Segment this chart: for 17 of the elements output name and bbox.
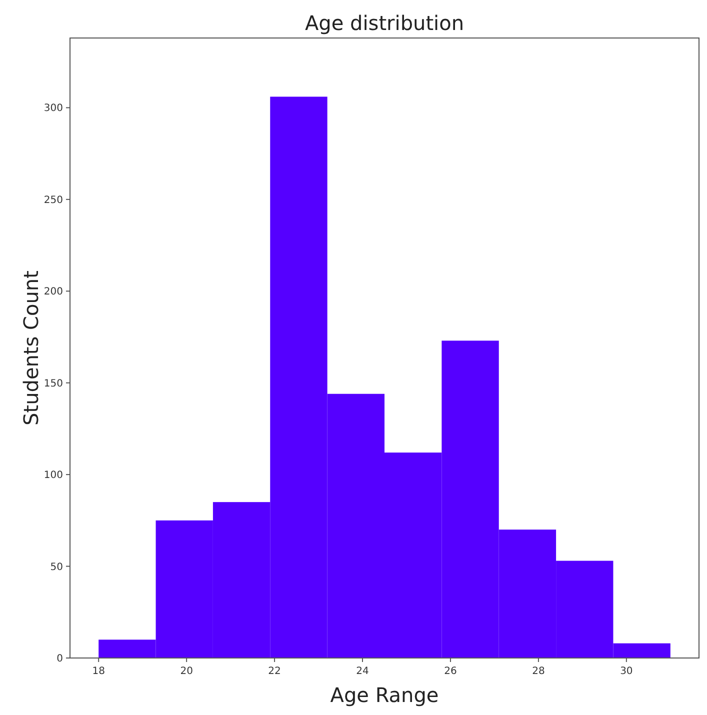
x-tick-label: 30 bbox=[620, 666, 633, 677]
y-axis-title: Students Count bbox=[19, 270, 43, 426]
x-tick-label: 20 bbox=[180, 666, 193, 677]
x-tick-label: 28 bbox=[532, 666, 545, 677]
y-tick-label: 0 bbox=[56, 654, 63, 664]
x-tick-label: 26 bbox=[444, 666, 457, 677]
y-tick-label: 150 bbox=[44, 378, 63, 390]
x-tick-label: 18 bbox=[92, 666, 105, 677]
y-tick-label: 250 bbox=[44, 194, 63, 206]
y-tick-label: 300 bbox=[44, 103, 63, 114]
x-tick-label: 24 bbox=[356, 666, 369, 677]
chart-title: Age distribution bbox=[304, 11, 464, 35]
x-tick-label: 22 bbox=[268, 666, 281, 677]
y-tick-label: 50 bbox=[50, 562, 63, 573]
y-tick-label: 100 bbox=[44, 470, 63, 482]
x-axis-title: Age Range bbox=[330, 683, 439, 707]
y-tick-label: 200 bbox=[44, 286, 63, 298]
